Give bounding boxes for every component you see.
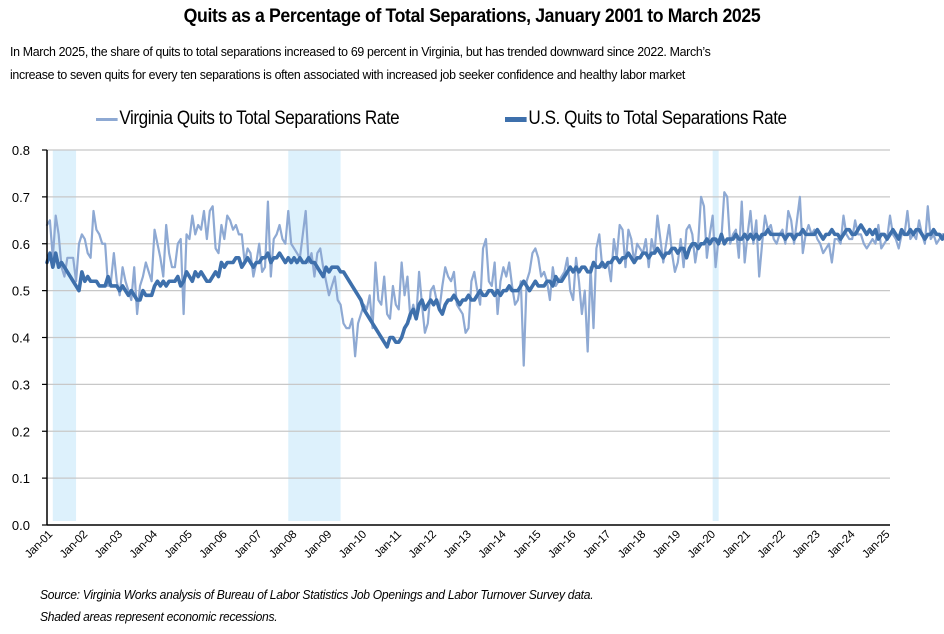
subtitle-line-1: In March 2025, the share of quits to tot… xyxy=(10,44,711,59)
legend-label-us: U.S. Quits to Total Separations Rate xyxy=(528,108,787,129)
x-tick-label: Jan-10 xyxy=(337,529,369,561)
x-tick-label-group: Jan-15 xyxy=(511,529,543,561)
x-tick-label-group: Jan-23 xyxy=(790,529,822,561)
x-tick-label: Jan-18 xyxy=(616,529,648,561)
chart-subtitle: In March 2025, the share of quits to tot… xyxy=(10,40,875,86)
x-tick-label-group: Jan-09 xyxy=(302,529,334,561)
x-tick-label: Jan-02 xyxy=(58,529,90,561)
x-tick-label: Jan-09 xyxy=(302,529,334,561)
x-tick-label-group: Jan-17 xyxy=(581,529,613,561)
x-tick-label: Jan-23 xyxy=(790,529,822,561)
x-tick-label: Jan-22 xyxy=(756,529,788,561)
gridlines-group xyxy=(42,149,890,526)
x-tick-label-group: Jan-20 xyxy=(686,529,718,561)
y-tick-label: 0.3 xyxy=(12,377,30,392)
x-tick-label: Jan-11 xyxy=(372,529,403,560)
x-tick-label-group: Jan-05 xyxy=(163,529,195,561)
x-tick-label: Jan-08 xyxy=(267,529,299,561)
legend-item-us: U.S. Quits to Total Separations Rate xyxy=(505,108,787,130)
y-tick-label: 0.5 xyxy=(12,284,30,299)
recession-band xyxy=(52,150,77,521)
legend-label-virginia: Virginia Quits to Total Separations Rate xyxy=(119,108,400,129)
chart-legend: Virginia Quits to Total Separations Rate… xyxy=(0,108,944,138)
x-tick-label: Jan-01 xyxy=(23,529,55,561)
x-tick-label-group: Jan-06 xyxy=(197,529,229,561)
x-tick-label: Jan-17 xyxy=(581,529,613,561)
us-series-line xyxy=(45,223,944,349)
x-tick-label: Jan-04 xyxy=(128,528,161,561)
y-tick-label: 0.0 xyxy=(12,518,30,533)
x-tick-label-group: Jan-14 xyxy=(477,528,510,561)
x-tick-label-group: Jan-03 xyxy=(93,529,125,561)
x-tick-label-group: Jan-02 xyxy=(58,529,90,561)
x-tick-label-group: Jan-25 xyxy=(860,529,892,561)
x-tick-label: Jan-16 xyxy=(546,529,578,561)
y-tick-label: 0.6 xyxy=(12,237,30,252)
x-tick-label: Jan-20 xyxy=(686,529,718,561)
x-tick-label-group: Jan-21 xyxy=(721,529,753,561)
x-tick-label: Jan-13 xyxy=(442,529,474,561)
legend-swatch-virginia xyxy=(96,117,118,121)
source-note: Source: Virginia Works analysis of Burea… xyxy=(40,587,594,602)
x-tick-label: Jan-21 xyxy=(721,529,753,561)
x-tick-label-group: Jan-22 xyxy=(756,529,788,561)
legend-swatch-us xyxy=(505,116,527,122)
y-tick-label: 0.4 xyxy=(12,331,30,346)
chart-plot: 0.0 0.1 0.2 0.3 0.4 0.5 0.6 0.7 0.8 Jan-01 Jan-02… xyxy=(12,143,944,561)
x-tick-label-group: Jan-16 xyxy=(546,529,578,561)
x-tick-label: Jan-12 xyxy=(407,529,439,561)
x-tick-label-group: Jan-10 xyxy=(337,529,369,561)
x-tick-label: Jan-07 xyxy=(232,529,264,561)
x-tick-label: Jan-15 xyxy=(511,529,543,561)
x-tick-label: Jan-24 xyxy=(825,528,858,561)
x-tick-label-group: Jan-24 xyxy=(825,528,858,561)
recession-note: Shaded areas represent economic recessio… xyxy=(40,609,278,624)
subtitle-line-2: increase to seven quits for every ten se… xyxy=(10,67,686,82)
x-tick-label: Jan-05 xyxy=(163,529,195,561)
x-tick-label-group: Jan-01 xyxy=(23,529,55,561)
x-tick-label-group: Jan-18 xyxy=(616,529,648,561)
x-axis-labels: Jan-01 Jan-02 Jan-03 Jan-04 Jan-05 Jan-06 Jan-… xyxy=(23,528,892,561)
virginia-series-line xyxy=(45,191,944,367)
y-tick-label: 0.1 xyxy=(12,471,30,486)
x-tick-label: Jan-06 xyxy=(197,529,229,561)
x-tick-label: Jan-14 xyxy=(477,528,510,561)
recession-shading-group xyxy=(52,150,719,521)
chart-title: Quits as a Percentage of Total Separatio… xyxy=(183,6,761,27)
y-tick-label: 0.2 xyxy=(12,424,30,439)
x-tick-label-group: Jan-11 xyxy=(372,529,403,560)
x-tick-label-group: Jan-08 xyxy=(267,529,299,561)
x-tick-label-group: Jan-13 xyxy=(442,529,474,561)
x-tick-label-group: Jan-04 xyxy=(128,528,161,561)
legend-item-virginia: Virginia Quits to Total Separations Rate xyxy=(96,108,400,130)
axes-group xyxy=(46,150,890,526)
x-tick-label-group: Jan-12 xyxy=(407,529,439,561)
y-axis-labels: 0.0 0.1 0.2 0.3 0.4 0.5 0.6 0.7 0.8 xyxy=(12,143,30,533)
y-tick-label: 0.7 xyxy=(12,190,30,205)
chart-footer: Source: Virginia Works analysis of Burea… xyxy=(40,584,594,628)
x-tick-label-group: Jan-19 xyxy=(651,529,683,561)
recession-band xyxy=(288,150,341,521)
x-tick-label: Jan-25 xyxy=(860,529,892,561)
x-tick-label: Jan-19 xyxy=(651,529,683,561)
x-tick-label: Jan-03 xyxy=(93,529,125,561)
x-tick-label-group: Jan-07 xyxy=(232,529,264,561)
y-tick-label: 0.8 xyxy=(12,143,30,158)
series-lines xyxy=(45,191,944,367)
recession-band xyxy=(712,150,719,521)
